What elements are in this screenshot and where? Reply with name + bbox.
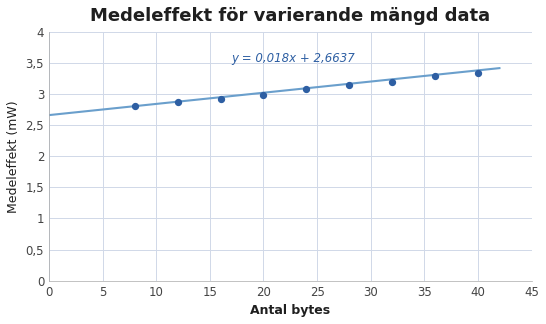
Point — [345, 82, 354, 87]
Point — [130, 104, 139, 109]
Text: y = 0,018x + 2,6637: y = 0,018x + 2,6637 — [232, 52, 355, 65]
Point — [302, 86, 311, 91]
Point — [216, 97, 225, 102]
Point — [388, 80, 396, 85]
Point — [473, 70, 482, 75]
Title: Medeleffekt för varierande mängd data: Medeleffekt för varierande mängd data — [90, 7, 490, 25]
X-axis label: Antal bytes: Antal bytes — [250, 304, 330, 317]
Point — [431, 73, 440, 78]
Point — [259, 93, 268, 98]
Point — [173, 99, 182, 104]
Y-axis label: Medeleffekt (mW): Medeleffekt (mW) — [7, 100, 20, 213]
